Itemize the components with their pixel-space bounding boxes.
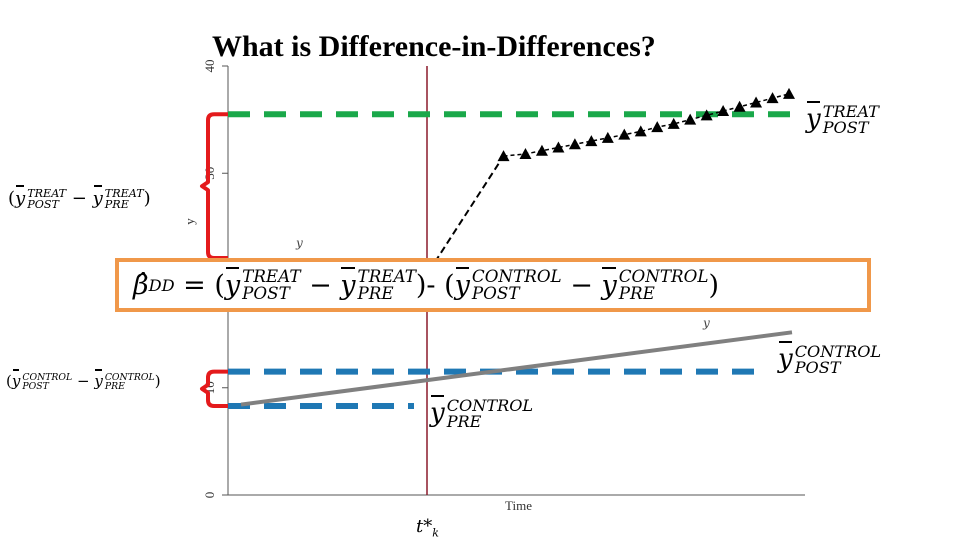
treatment-point (519, 147, 532, 159)
y-tick-label: 0 (202, 492, 217, 499)
did-equation: β̂ DD = (y TREAT POST − y TREAT PRE )- (y CONT… (115, 258, 871, 312)
treatment-point (618, 128, 631, 140)
treatment-point (601, 131, 614, 143)
control-difference-brace (200, 369, 228, 408)
treatment-point (667, 117, 680, 129)
label-treat-diff: (y TREAT POST − y TREAT PRE) (8, 185, 151, 212)
treatment-point (497, 150, 510, 162)
y-axis-label: y (182, 218, 197, 225)
treatment-point (651, 121, 664, 133)
label-treat-post: y TREAT POST (806, 101, 879, 138)
label-control-diff: (y CONTROL POST − y CONTROL PRE) (6, 369, 161, 392)
label-control-curve: y (703, 316, 710, 330)
event-time-label: t*k (416, 516, 439, 540)
treatment-point (700, 109, 713, 121)
label-control-pre: y CONTROL PRE (430, 395, 534, 432)
x-axis-label: Time (505, 498, 532, 513)
treat-difference-brace (200, 112, 228, 260)
treatment-point (585, 135, 598, 147)
treatment-point (552, 141, 565, 153)
treatment-point (634, 125, 647, 137)
treatment-point (733, 100, 746, 112)
treatment-point (750, 96, 763, 108)
y-tick-label: 40 (202, 60, 217, 73)
treatment-point (766, 92, 779, 104)
treatment-point (568, 138, 581, 150)
treatment-point (717, 105, 730, 117)
treatment-series-line (503, 93, 790, 157)
treatment-point (783, 87, 795, 99)
label-control-post: y CONTROL POST (778, 341, 882, 378)
slide-title: What is Difference-in-Differences? (212, 30, 656, 63)
control-series-line (240, 330, 793, 407)
label-treat-curve: y (296, 236, 303, 250)
treatment-point (535, 144, 548, 156)
treatment-point (684, 113, 697, 125)
